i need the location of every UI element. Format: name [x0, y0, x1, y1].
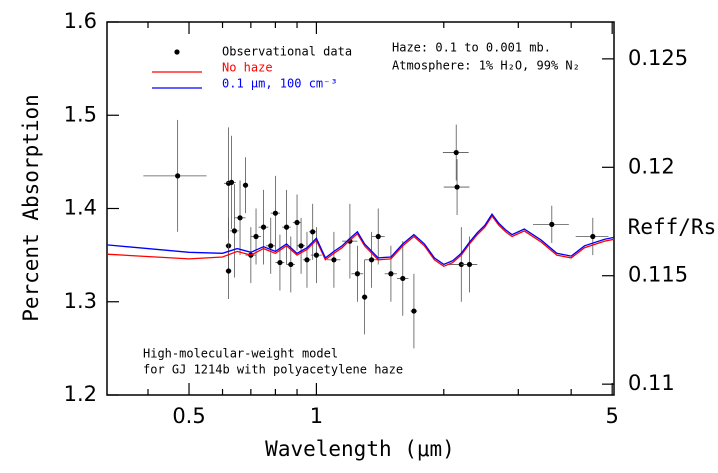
data-point	[310, 229, 316, 235]
data-point	[454, 184, 460, 190]
legend-label: No haze	[222, 61, 273, 75]
model-line	[106, 214, 615, 268]
data-point	[388, 271, 394, 277]
y2-tick-label: 0.12	[628, 154, 675, 178]
y2-tick-label: 0.125	[628, 46, 688, 70]
data-point	[231, 228, 237, 234]
legend-label: 0.1 μm, 100 cm⁻³	[222, 77, 338, 91]
data-point	[331, 257, 337, 263]
y2-axis-label: Reff/Rs	[628, 215, 717, 239]
data-point	[453, 149, 459, 156]
data-point	[283, 224, 290, 230]
data-point	[242, 182, 249, 188]
plot-frame	[106, 21, 615, 396]
y-tick-label: 1.5	[64, 102, 97, 126]
data-point	[375, 233, 381, 240]
data-point	[237, 215, 243, 221]
data-point	[368, 257, 375, 263]
legend-label: Observational data	[222, 45, 352, 59]
data-point	[298, 243, 304, 249]
data-point	[228, 179, 235, 185]
data-point	[411, 308, 417, 314]
x-tick-label: 5	[605, 404, 618, 428]
annotation: Atmosphere: 1% H₂O, 99% N₂	[392, 59, 580, 73]
data-point	[288, 261, 294, 268]
data-point	[277, 259, 283, 266]
model-line	[106, 212, 615, 266]
y-tick-label: 1.3	[64, 289, 97, 313]
legend-marker	[174, 49, 180, 55]
data-point	[304, 257, 310, 263]
data-point	[294, 219, 300, 226]
data-point	[354, 271, 361, 277]
data-point	[549, 221, 555, 227]
data-point	[590, 233, 596, 240]
data-point	[225, 268, 232, 274]
data-point	[253, 233, 259, 240]
x-tick-label: 0.5	[172, 404, 205, 428]
y-tick-label: 1.6	[64, 9, 97, 33]
annotation: High-molecular-weight model	[143, 347, 338, 361]
y2-tick-label: 0.11	[628, 371, 675, 395]
y-axis-label: Percent Absorption	[19, 94, 43, 322]
data-point	[362, 294, 368, 300]
y-tick-label: 1.4	[64, 196, 97, 220]
data-point	[272, 210, 278, 216]
data-point	[268, 243, 274, 249]
y-tick-label: 1.2	[64, 382, 97, 406]
annotation: Haze: 0.1 to 0.001 mb.	[392, 41, 551, 55]
data-point	[175, 173, 181, 179]
annotation: for GJ 1214b with polyacetylene haze	[143, 363, 403, 377]
data-point	[400, 275, 406, 282]
x-axis-label: Wavelength (μm)	[265, 437, 455, 461]
data-point	[466, 261, 473, 268]
data-point	[313, 252, 319, 258]
y2-tick-label: 0.115	[628, 263, 688, 287]
x-tick-label: 1	[310, 404, 323, 428]
data-point	[260, 224, 267, 230]
